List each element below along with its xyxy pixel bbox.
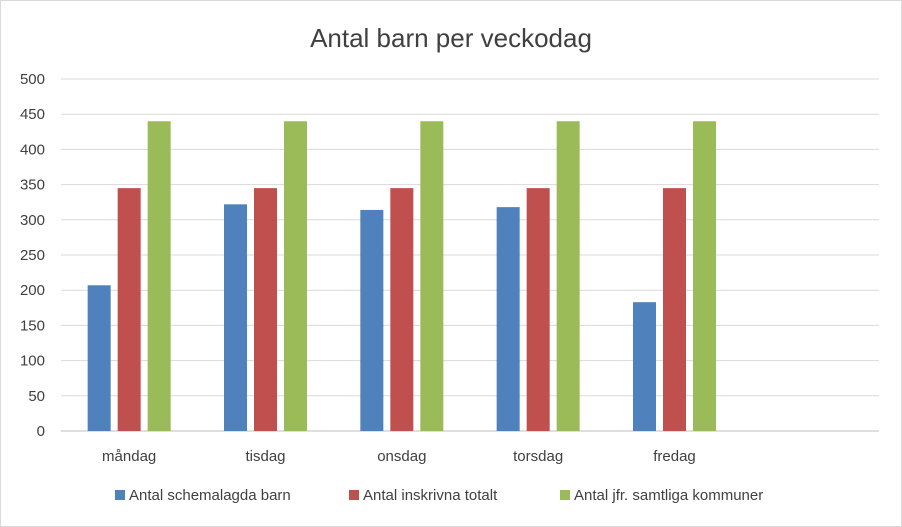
legend-swatch-series-3 (560, 490, 570, 500)
x-axis-ticks: måndag tisdag onsdag torsdag fredag (102, 448, 696, 465)
bar-tisdag-series-3 (284, 121, 307, 432)
x-tick-label: tisdag (245, 448, 285, 465)
bar-måndag-series-2 (117, 188, 141, 431)
y-tick-label: 500 (20, 71, 45, 88)
chart-title: Antal barn per veckodag (310, 23, 592, 53)
bar-onsdag-series-2 (390, 188, 414, 431)
bar-onsdag-series-3 (420, 121, 444, 432)
y-tick-label: 300 (20, 212, 45, 229)
x-tick-label: fredag (653, 448, 696, 465)
y-tick-label: 200 (20, 282, 45, 299)
bar-fredag-series-2 (663, 188, 686, 431)
y-tick-label: 400 (20, 141, 45, 158)
y-tick-label: 250 (20, 247, 45, 264)
x-tick-label: måndag (102, 448, 156, 465)
y-tick-label: 100 (20, 353, 45, 370)
legend-swatch-series-2 (349, 490, 359, 500)
bar-tisdag-series-1 (224, 204, 247, 431)
bar-måndag-series-3 (147, 121, 171, 432)
y-tick-label: 0 (37, 423, 45, 440)
y-tick-label: 350 (20, 177, 45, 194)
y-axis-ticks: 0 50 100 150 200 250 300 350 400 450 500 (20, 71, 45, 440)
legend-label-series-3: Antal jfr. samtliga kommuner (574, 487, 763, 504)
bar-torsdag-series-2 (526, 188, 550, 431)
y-tick-label: 450 (20, 106, 45, 123)
bar-fredag-series-3 (693, 121, 716, 432)
x-tick-label: onsdag (377, 448, 426, 465)
legend: Antal schemalagda barn Antal inskrivna to… (115, 487, 763, 504)
legend-swatch-series-1 (115, 490, 125, 500)
y-tick-label: 50 (28, 388, 45, 405)
bar-onsdag-series-1 (360, 209, 384, 431)
gridlines (61, 78, 879, 432)
bar-tisdag-series-2 (254, 188, 277, 431)
bar-torsdag-series-3 (556, 121, 580, 432)
bar-torsdag-series-1 (496, 207, 520, 431)
legend-label-series-2: Antal inskrivna totalt (363, 487, 498, 504)
y-tick-label: 150 (20, 317, 45, 334)
bars (87, 121, 716, 432)
bar-fredag-series-1 (633, 302, 656, 431)
x-tick-label: torsdag (513, 448, 563, 465)
bar-måndag-series-1 (87, 285, 111, 431)
legend-label-series-1: Antal schemalagda barn (129, 487, 291, 504)
